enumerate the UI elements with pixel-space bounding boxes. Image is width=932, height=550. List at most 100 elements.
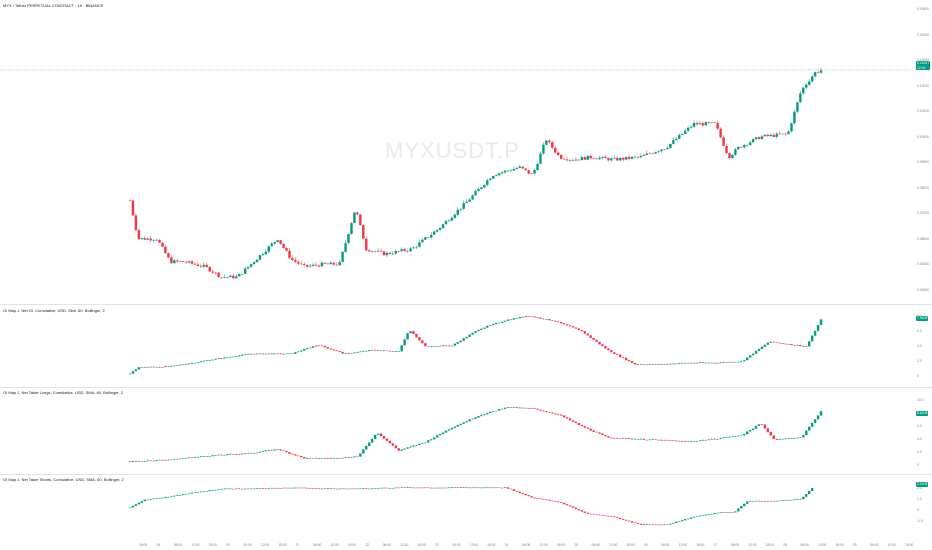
candle-body [468,199,471,202]
candle-body [441,487,445,489]
candle-body [642,155,646,156]
candle-body [471,487,474,489]
candle-body [435,487,439,489]
candle-body [483,184,486,188]
candle-body [568,418,572,421]
time-tick: 25 [574,543,578,547]
candle-body [607,348,610,351]
candle-body [137,367,141,370]
candle-body [799,499,802,500]
candle-body [453,487,457,489]
candle-body [805,430,808,436]
candle-body [568,505,572,507]
candle-body [220,277,223,278]
candle-body [176,458,179,460]
candle-body [648,439,651,441]
candle-body [536,498,539,499]
candle-body [406,250,409,252]
pane-badge-net-shorts: 2.14 M [916,482,929,487]
candle-body [279,488,282,489]
candle-body [179,364,182,366]
candle-body [536,163,539,170]
candle-body [314,264,318,266]
candle-body [607,515,610,517]
price-tick: 0.14000 [917,32,929,37]
pane-separator[interactable] [0,474,932,475]
candle-body [128,507,132,509]
pane-legend-net-oi[interactable]: OI Map J, Net OI, Cumulative, USD, Slim,… [3,308,105,313]
candle-body [506,487,510,489]
price-tick: 0.08000 [917,185,929,190]
candle-body [672,522,675,524]
candle-body [444,487,448,489]
candle-body [329,348,333,350]
candle-body [303,263,306,265]
candle-body [474,487,477,489]
candle-body [308,265,312,267]
candle-body [810,423,814,427]
candle-body [683,440,687,442]
pane-legend-net-longs[interactable]: OI Map J, Net Taker Longs, Cumulative, U… [3,390,123,395]
candle-body [235,276,238,279]
time-tick: 18:00 [417,543,426,547]
time-tick: 12:00 [678,543,687,547]
candle-body [415,246,418,248]
candle-body [651,524,654,526]
candle-body [790,438,793,440]
candle-body [143,238,146,240]
candle-body [391,487,395,489]
candle-body [616,157,619,161]
candle-body [276,449,279,451]
candle-body [506,319,510,321]
candle-body [267,246,270,252]
candle-body [300,350,303,352]
candle-body [232,454,235,455]
candle-body [406,447,409,449]
candle-body [365,238,368,251]
candle-body [489,487,492,489]
candle-body [763,344,767,347]
candle-body [704,514,708,516]
candle-body [648,524,651,526]
time-tick: 12:00 [260,543,270,547]
candle-body [645,153,648,156]
candle-body [344,353,347,354]
candle-body [438,345,442,347]
candle-body [347,457,350,458]
indicator-tick: 2.0 [917,449,922,454]
candle-body [492,176,495,179]
candle-body [394,445,397,449]
candle-body [586,427,589,429]
time-tick: 06:00 [243,543,252,547]
candle-body [613,352,616,354]
candle-body [672,363,675,365]
pane-separator[interactable] [0,304,932,305]
candle-body [379,250,383,252]
candle-body [438,227,442,230]
candle-body [701,123,705,126]
candle-body [808,81,811,85]
candle-body [610,158,613,161]
candle-body [633,156,637,158]
candle-body [819,319,823,326]
candle-body [382,487,386,489]
candle-body [170,257,173,264]
pane-separator[interactable] [0,387,932,388]
candle-body [775,342,778,344]
candle-body [303,487,306,489]
candle-body [184,458,188,459]
candle-body [335,350,338,352]
pane-legend-net-shorts[interactable]: OI Map J, Net Taker Shorts, Cumulative, … [3,477,124,482]
candle-body [149,499,152,500]
candle-body [220,489,223,490]
candle-body [370,349,374,351]
candle-body [689,126,693,128]
candle-body [565,504,569,506]
candle-body [536,317,539,318]
candle-body [769,500,773,502]
candle-body [276,353,279,355]
candle-body [745,357,749,361]
candle-body [353,352,356,354]
candle-body [341,457,344,459]
